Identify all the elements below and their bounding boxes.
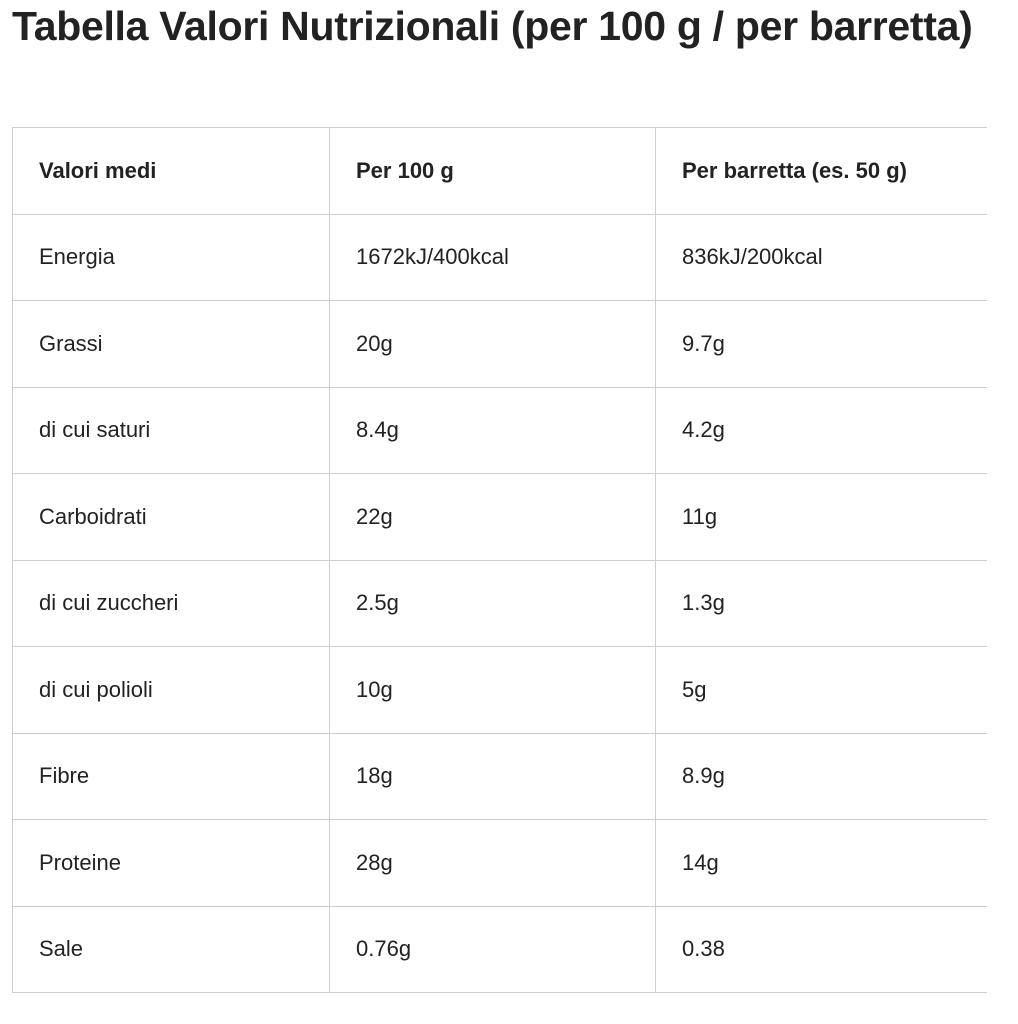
table-cell: 8.9g — [655, 732, 987, 820]
table-cell: 2.5g — [329, 559, 656, 647]
table-cell: di cui polioli — [12, 646, 330, 734]
table-row: di cui polioli 10g 5g — [12, 646, 987, 734]
table-cell: di cui saturi — [12, 386, 330, 474]
header-cell: Valori medi — [12, 127, 330, 215]
table-row: Proteine 28g 14g — [12, 819, 987, 907]
table-cell: 22g — [329, 473, 656, 561]
page-title: Tabella Valori Nutrizionali (per 100 g /… — [12, 3, 973, 49]
header-cell: Per 100 g — [329, 127, 656, 215]
table-cell: Grassi — [12, 300, 330, 388]
table-row: Grassi 20g 9.7g — [12, 300, 987, 388]
table-cell: 10g — [329, 646, 656, 734]
nutrition-table: Valori medi Per 100 g Per barretta (es. 50… — [12, 127, 987, 993]
header-row: Valori medi Per 100 g Per barretta (es. 50… — [12, 127, 987, 215]
table-cell: 18g — [329, 732, 656, 820]
table-row: Sale 0.76g 0.38 — [12, 905, 987, 993]
table-cell: 4.2g — [655, 386, 987, 474]
table-cell: 14g — [655, 819, 987, 907]
table-row: Carboidrati 22g 11g — [12, 473, 987, 561]
table-cell: 5g — [655, 646, 987, 734]
table-cell: 0.38 — [655, 905, 987, 993]
table-cell: 8.4g — [329, 386, 656, 474]
table-row: Energia 1672kJ/400kcal 836kJ/200kcal — [12, 213, 987, 301]
table-cell: 20g — [329, 300, 656, 388]
table-cell: 1672kJ/400kcal — [329, 213, 656, 301]
table-row: di cui zuccheri 2.5g 1.3g — [12, 559, 987, 647]
table-cell: 28g — [329, 819, 656, 907]
table-cell: di cui zuccheri — [12, 559, 330, 647]
table-cell: 9.7g — [655, 300, 987, 388]
table-cell: Energia — [12, 213, 330, 301]
table-row: di cui saturi 8.4g 4.2g — [12, 386, 987, 474]
table-body: Energia 1672kJ/400kcal 836kJ/200kcal Grassi… — [12, 213, 987, 993]
table-cell: 0.76g — [329, 905, 656, 993]
table-cell: Sale — [12, 905, 330, 993]
table-cell: 1.3g — [655, 559, 987, 647]
table-cell: 11g — [655, 473, 987, 561]
header-cell: Per barretta (es. 50 g) — [655, 127, 987, 215]
table-cell: 836kJ/200kcal — [655, 213, 987, 301]
table-cell: Proteine — [12, 819, 330, 907]
table-header: Valori medi Per 100 g Per barretta (es. 50… — [12, 127, 987, 215]
table-cell: Fibre — [12, 732, 330, 820]
table-cell: Carboidrati — [12, 473, 330, 561]
table-row: Fibre 18g 8.9g — [12, 732, 987, 820]
